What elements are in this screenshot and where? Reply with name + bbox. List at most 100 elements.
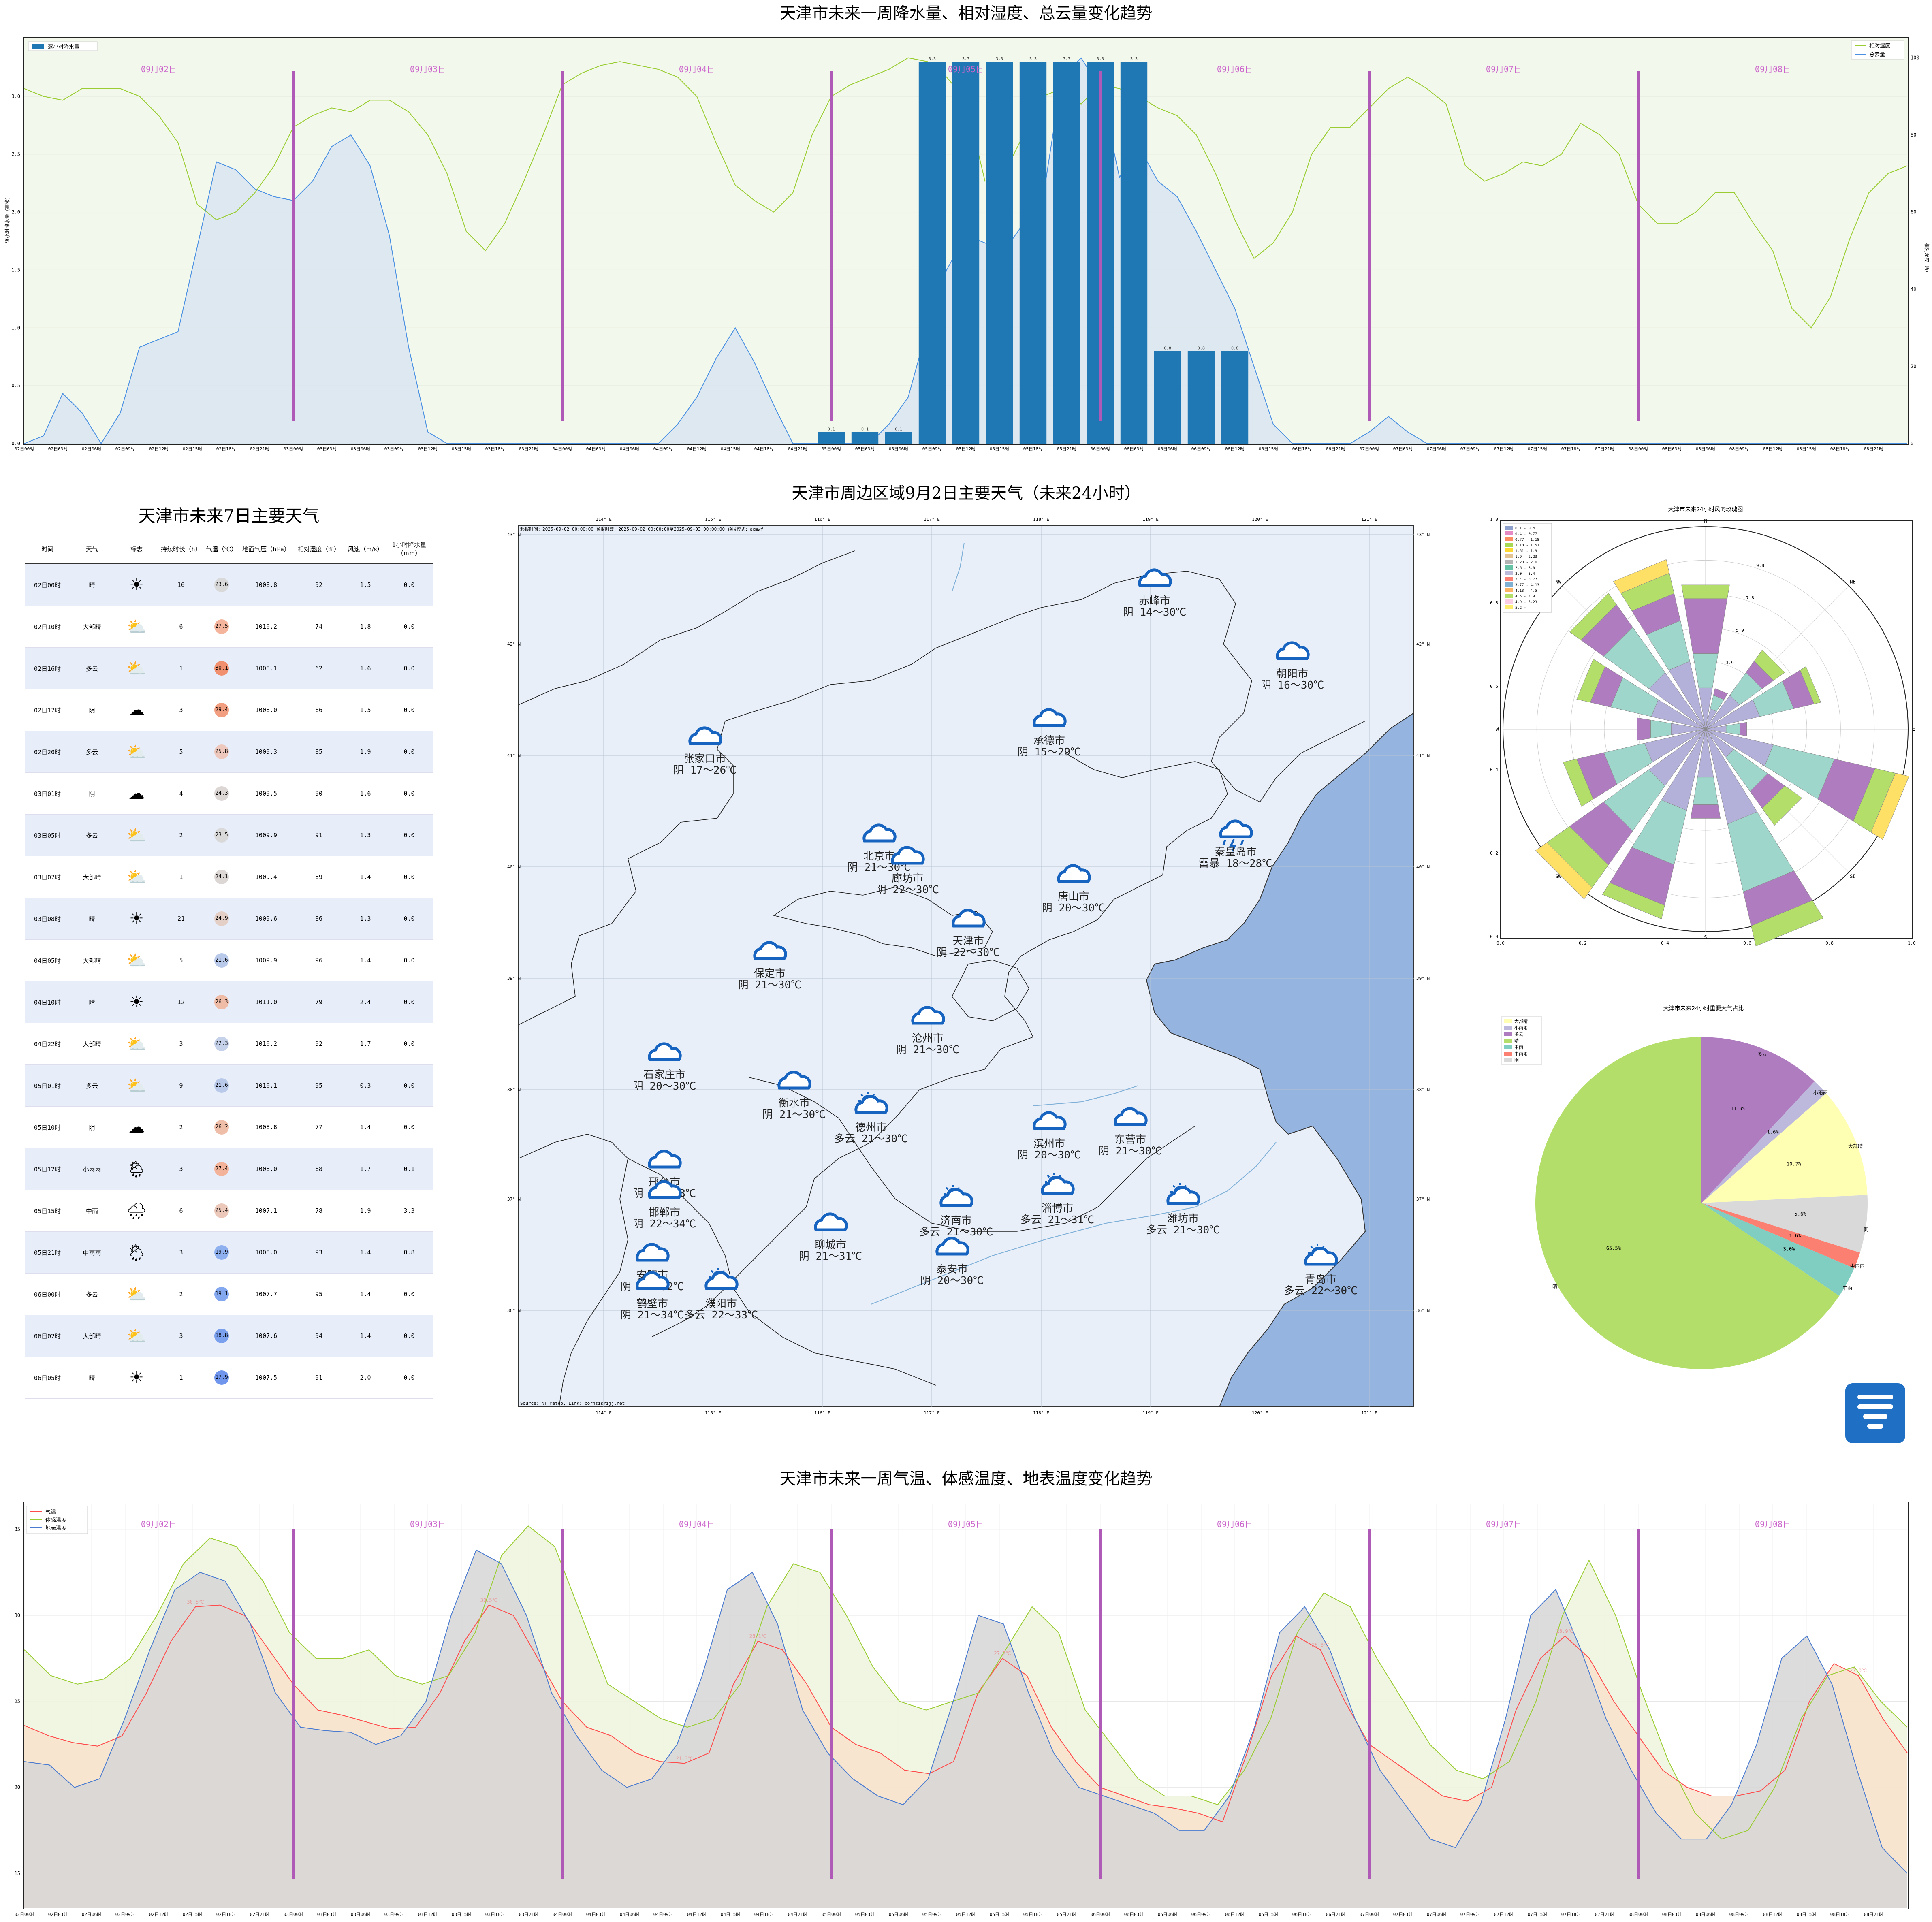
cell-pres: 1008.1 <box>255 665 278 672</box>
lon-label-top: 118° E <box>1033 517 1049 522</box>
partly-cloudy-icon: ⛅ <box>126 1076 147 1095</box>
line-1 <box>24 1525 1908 1840</box>
temp-cell: 23.6 <box>203 578 240 592</box>
cell-time: 02日17时 <box>34 706 61 714</box>
cell-dur: 2 <box>179 1124 183 1131</box>
rose-x-tick: 0.8 <box>1825 941 1834 946</box>
x-tick: 07日21时 <box>1595 1912 1615 1917</box>
top-legend-right: 相对湿度 总云量 <box>1851 40 1904 60</box>
cell-rain: 0.0 <box>403 1332 415 1340</box>
x-tick: 05日03时 <box>855 446 875 452</box>
city-name: 保定市 <box>754 968 786 980</box>
cell-pres: 1009.4 <box>255 873 278 881</box>
city-name: 天津市 <box>952 935 984 947</box>
cell-rain: 0.0 <box>403 998 415 1006</box>
cloud-icon <box>1114 1107 1148 1126</box>
pie-legend-label: 阴 <box>1514 1058 1519 1063</box>
city-desc: 阴 20～30℃ <box>920 1275 984 1287</box>
temp-dot: 25.4 <box>214 1203 229 1218</box>
cell-dur: 5 <box>179 748 183 755</box>
temp-cell: 29.4 <box>203 703 240 717</box>
x-tick: 05日09时 <box>922 1912 942 1917</box>
cell-time: 04日05时 <box>34 957 61 964</box>
temp-dot: 27.4 <box>214 1162 229 1176</box>
city-desc: 阴 20～30℃ <box>633 1080 696 1092</box>
rose-direction: SW <box>1555 873 1561 879</box>
x-tick: 03日21时 <box>519 446 539 452</box>
rose-legend-label: 4.13 - 4.5 <box>1515 589 1537 593</box>
cell-rain: 0.0 <box>403 957 415 964</box>
city-name: 德州市 <box>855 1122 887 1134</box>
x-tick: 08日00时 <box>1629 446 1648 452</box>
x-tick: 03日03时 <box>317 1912 337 1917</box>
bottom-chart-title: 天津市未来一周气温、体感温度、地表温度变化趋势 <box>779 1470 1153 1488</box>
precip-bar <box>918 62 946 444</box>
x-tick: 06日12时 <box>1225 1912 1245 1917</box>
rose-petal <box>1563 759 1594 807</box>
city-name: 秦皇岛市 <box>1215 846 1257 858</box>
cell-hum: 92 <box>315 1040 323 1047</box>
temp-cell: 23.5 <box>203 828 240 843</box>
y-tick-left: 0.0 <box>11 441 20 446</box>
temp-dot: 26.3 <box>214 995 229 1009</box>
day-label: 09月06日 <box>1217 64 1253 74</box>
city-desc: 阴 22～30℃ <box>937 947 1000 959</box>
pie-slice-label: 大部晴 <box>1848 1143 1863 1149</box>
precip-bar-label: 0.8 <box>1198 346 1205 350</box>
lat-label-left: 41° N <box>507 753 521 758</box>
lon-label-bottom: 117° E <box>924 1410 940 1416</box>
cell-hum: 91 <box>315 832 323 839</box>
cell-wind: 1.6 <box>360 665 371 672</box>
rose-legend-label: 4.9 - 5.23 <box>1515 600 1537 604</box>
cell-pres: 1009.9 <box>255 957 278 964</box>
cell-weather: 阴 <box>89 790 95 798</box>
lon-label-bottom: 116° E <box>814 1410 830 1416</box>
cell-time: 02日00时 <box>34 581 61 589</box>
x-tick: 07日21时 <box>1595 446 1615 452</box>
x-tick: 04日15时 <box>721 446 741 452</box>
temp-dot: 29.4 <box>214 703 229 717</box>
cell-wind: 1.5 <box>360 706 371 714</box>
cell-dur: 12 <box>177 998 185 1006</box>
city-desc: 阴 14～30℃ <box>1123 606 1186 619</box>
lon-label-bottom: 114° E <box>596 1410 612 1416</box>
table-row: 06日02时 大部晴 ⛅ 3 18.8 1007.6 94 1.4 0.0 <box>25 1315 433 1357</box>
cell-dur: 6 <box>179 623 183 630</box>
lon-label-top: 119° E <box>1142 517 1159 522</box>
x-tick: 07日06时 <box>1427 1912 1447 1917</box>
x-tick: 02日09时 <box>115 446 135 452</box>
temp-dot: 24.1 <box>214 870 229 884</box>
partly-cloudy-icon <box>1304 1244 1338 1266</box>
light-rain-icon: 🌦 <box>126 1160 147 1179</box>
pie-title: 天津市未来24小时重要天气占比 <box>1663 1005 1744 1012</box>
top-legend-left: 逐小时降水量 <box>28 41 98 51</box>
cell-hum: 90 <box>315 790 323 797</box>
cell-dur: 3 <box>179 1249 183 1256</box>
x-tick: 06日15时 <box>1259 1912 1279 1917</box>
x-tick: 08日00时 <box>1629 1912 1648 1917</box>
cloud-icon <box>935 1237 969 1256</box>
weather-share-pie: 天津市未来24小时重要天气占比 11.9% 多云 1.6% 小雨雨 10.7% 大部晴 5.… <box>1501 1005 1869 1369</box>
x-tick: 08日21时 <box>1864 446 1884 452</box>
cell-hum: 86 <box>315 915 323 922</box>
x-tick: 06日06时 <box>1158 1912 1178 1917</box>
lat-label-left: 39° N <box>507 976 521 981</box>
cell-time: 03日07时 <box>34 873 61 881</box>
line-2 <box>24 1549 1908 1874</box>
temp-cell: 22.3 <box>203 1037 240 1051</box>
cell-pres: 1007.5 <box>255 1374 278 1381</box>
partly-cloudy-icon: ⛅ <box>126 826 147 845</box>
cell-pres: 1008.0 <box>255 1165 278 1173</box>
cloud-icon <box>814 1212 848 1231</box>
cell-weather: 中雨雨 <box>83 1249 101 1256</box>
lat-label-right: 38° N <box>1416 1087 1430 1092</box>
cell-time: 05日01时 <box>34 1082 61 1090</box>
cell-weather: 晴 <box>89 998 95 1006</box>
temp-cell: 30.1 <box>203 661 240 676</box>
x-tick: 02日06时 <box>82 1912 102 1917</box>
